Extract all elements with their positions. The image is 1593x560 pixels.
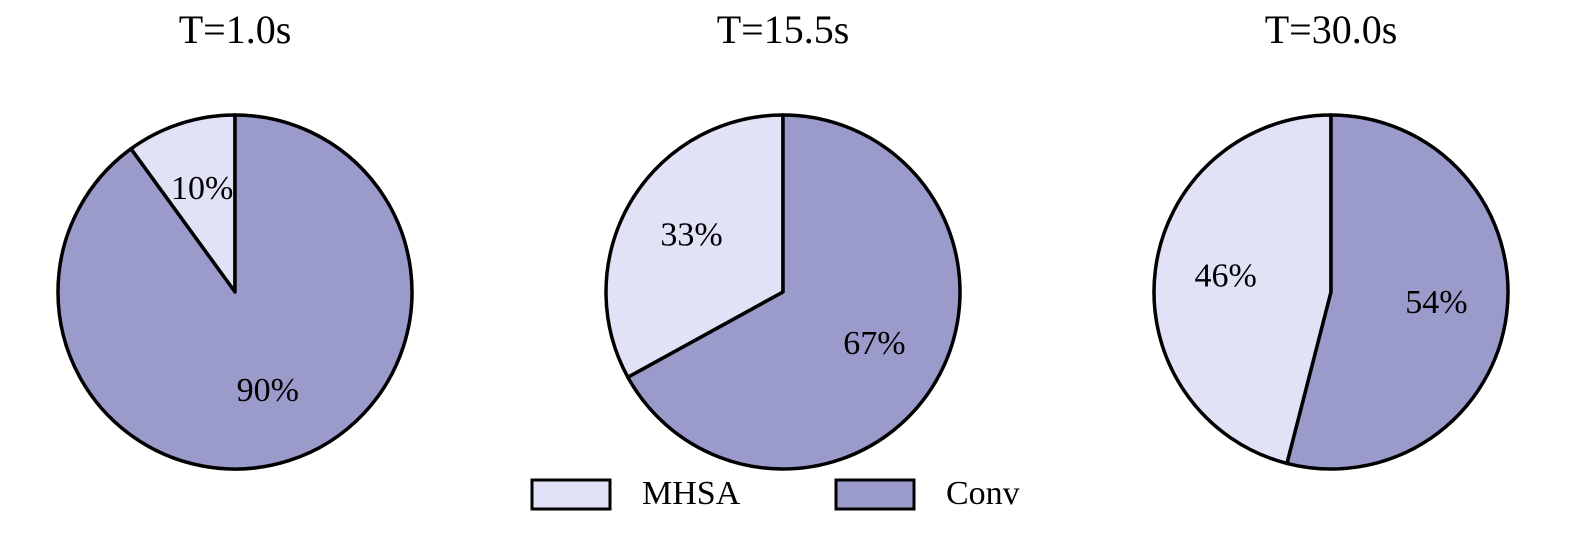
pie-slice <box>1285 113 1510 471</box>
pie-slice <box>604 113 785 380</box>
pie-slice <box>129 113 237 294</box>
value-label: 54% <box>1405 284 1467 321</box>
value-label: 90% <box>237 372 299 409</box>
value-label: 10% <box>171 170 233 207</box>
chart-title: T=30.0s <box>1265 7 1398 52</box>
pie-slice <box>626 113 962 471</box>
value-label: 33% <box>660 217 722 254</box>
chart-title: T=1.0s <box>179 7 292 52</box>
legend-swatch <box>530 478 612 511</box>
value-label: 46% <box>1194 257 1256 294</box>
value-label: 67% <box>843 325 905 362</box>
pie-slice <box>1152 113 1333 466</box>
pie-slice <box>56 113 414 471</box>
legend-label: Conv <box>946 475 1020 512</box>
legend-swatch <box>834 478 916 511</box>
legend-label: MHSA <box>642 475 741 512</box>
chart-title: T=15.5s <box>717 7 850 52</box>
